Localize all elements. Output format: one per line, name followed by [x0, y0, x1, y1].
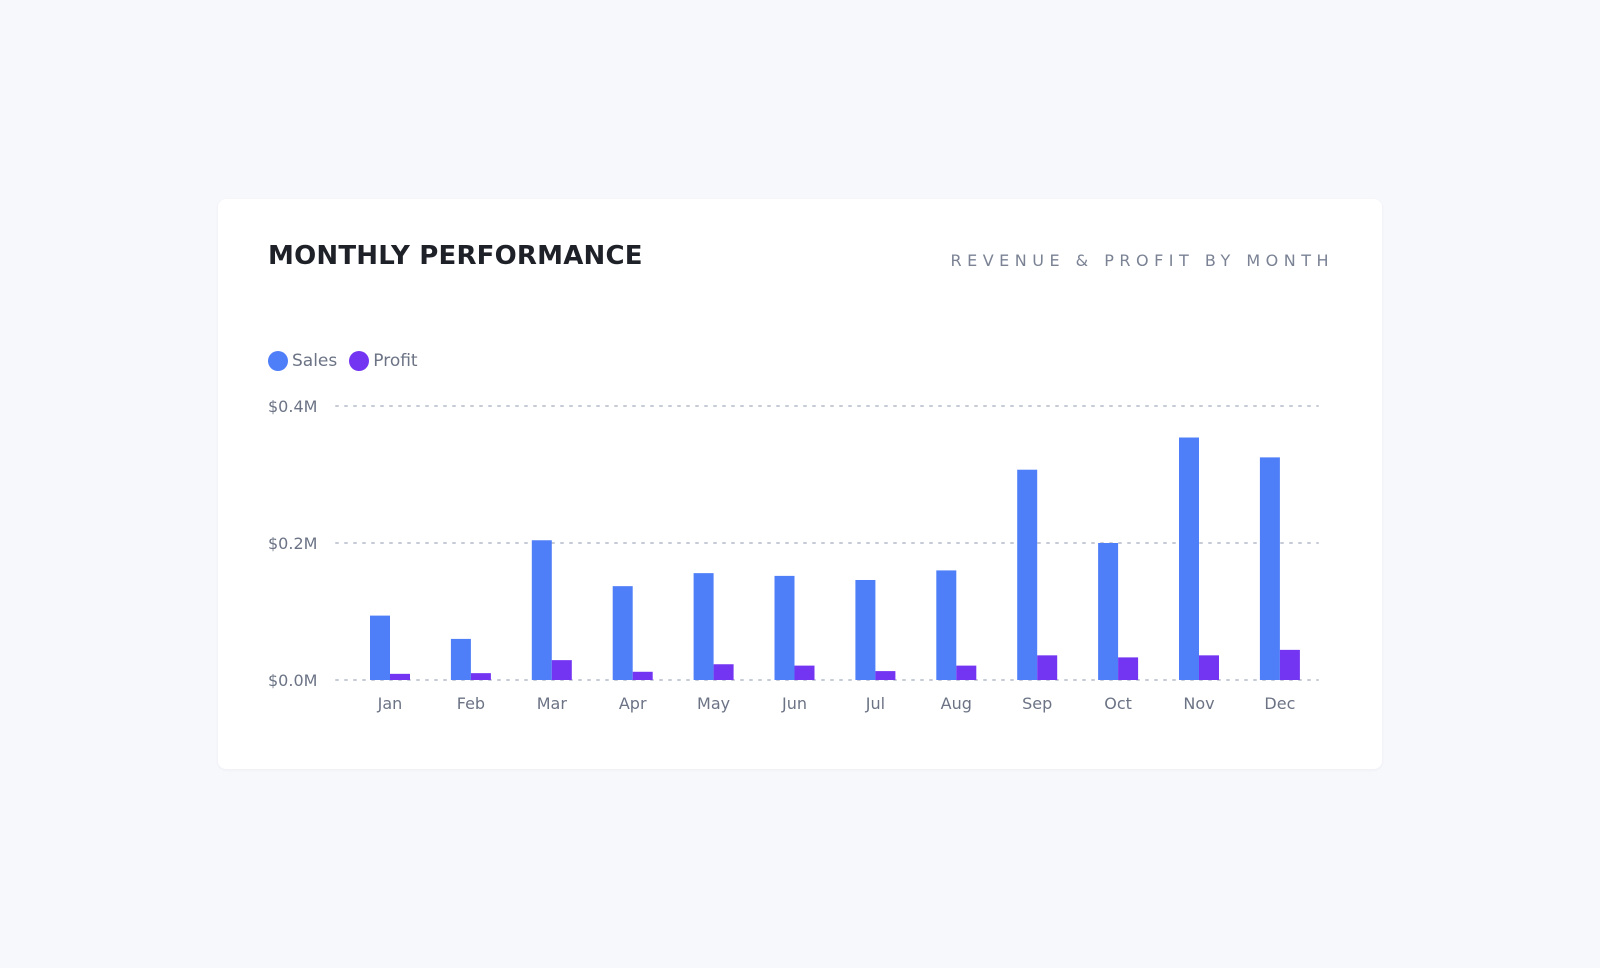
- bar-sales-mar[interactable]: [531, 540, 552, 680]
- legend: Sales Profit: [268, 351, 418, 371]
- bar-profit-mar[interactable]: [551, 660, 572, 680]
- y-tick-label: $0.0M: [268, 671, 317, 690]
- bar-profit-may[interactable]: [713, 664, 734, 680]
- bars: [370, 437, 1300, 680]
- bar-profit-nov[interactable]: [1199, 655, 1219, 680]
- x-tick-label: Oct: [1104, 694, 1132, 713]
- y-axis-ticks: $0.0M $0.2M $0.4M: [268, 397, 317, 690]
- bar-profit-feb[interactable]: [470, 673, 491, 680]
- legend-label-sales: Sales: [292, 351, 338, 371]
- chart-card: MONTHLY PERFORMANCE REVENUE & PROFIT BY …: [218, 199, 1382, 769]
- x-tick-label: Jan: [377, 694, 403, 713]
- legend-label-profit: Profit: [373, 351, 418, 371]
- x-tick-label: May: [697, 694, 730, 713]
- x-axis-ticks: Jan Feb Mar Apr May Jun Jul Aug Sep Oct Nov Dec: [377, 694, 1296, 713]
- bar-sales-oct[interactable]: [1098, 543, 1119, 680]
- legend-item-profit[interactable]: Profit: [349, 351, 418, 371]
- legend-swatch-sales: [268, 351, 288, 371]
- bar-sales-may[interactable]: [693, 573, 714, 680]
- bar-profit-oct[interactable]: [1118, 657, 1139, 680]
- x-tick-label: Aug: [941, 694, 972, 713]
- bar-profit-jul[interactable]: [875, 671, 896, 680]
- bar-profit-dec[interactable]: [1279, 649, 1300, 680]
- x-tick-label: Nov: [1183, 694, 1214, 713]
- bar-sales-jul[interactable]: [855, 579, 876, 680]
- x-tick-label: Sep: [1022, 694, 1052, 713]
- x-tick-label: Dec: [1264, 694, 1295, 713]
- bar-sales-jan[interactable]: [370, 615, 390, 680]
- chart-title: MONTHLY PERFORMANCE: [268, 241, 643, 271]
- x-tick-label: Jun: [781, 694, 807, 713]
- bar-profit-aug[interactable]: [956, 665, 977, 680]
- x-tick-label: Feb: [457, 694, 485, 713]
- x-tick-label: Mar: [537, 694, 568, 713]
- bar-sales-feb[interactable]: [450, 638, 471, 680]
- bar-profit-sep[interactable]: [1037, 655, 1058, 680]
- bar-chart: $0.0M $0.2M $0.4M Jan Feb Mar Apr May Jun Jul Aug…: [268, 397, 1319, 713]
- y-tick-label: $0.2M: [268, 534, 317, 553]
- bar-sales-sep[interactable]: [1017, 469, 1038, 680]
- bar-sales-jun[interactable]: [774, 575, 795, 680]
- bar-sales-aug[interactable]: [936, 570, 957, 680]
- x-tick-label: Apr: [619, 694, 647, 713]
- bar-profit-jan[interactable]: [390, 673, 410, 680]
- bar-sales-apr[interactable]: [612, 586, 633, 680]
- bar-sales-nov[interactable]: [1179, 437, 1199, 680]
- bar-sales-dec[interactable]: [1259, 457, 1280, 680]
- y-tick-label: $0.4M: [268, 397, 317, 416]
- x-tick-label: Jul: [865, 694, 885, 713]
- legend-item-sales[interactable]: Sales: [268, 351, 337, 371]
- legend-swatch-profit: [349, 351, 370, 371]
- gridlines: [335, 405, 1319, 681]
- chart-subtitle: REVENUE & PROFIT BY MONTH: [950, 251, 1334, 270]
- bar-profit-apr[interactable]: [632, 671, 653, 680]
- bar-profit-jun[interactable]: [794, 665, 815, 680]
